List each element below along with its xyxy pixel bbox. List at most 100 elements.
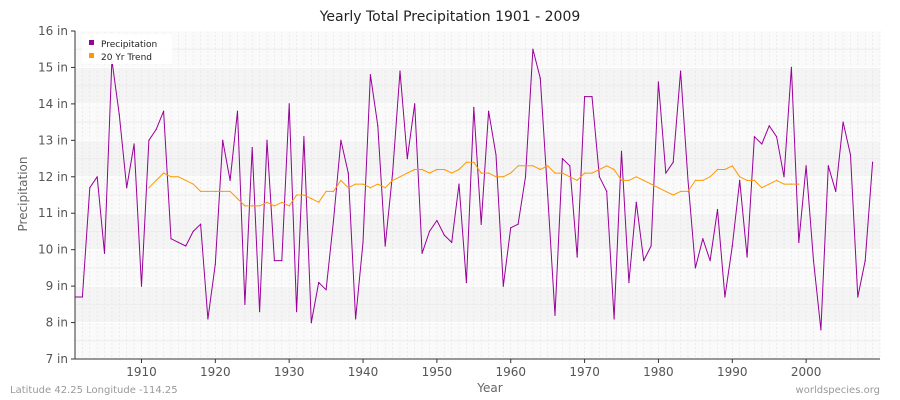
data-point-trend [436, 168, 438, 171]
data-point-precipitation [273, 260, 275, 262]
data-point-precipitation [222, 139, 224, 141]
data-point-precipitation [502, 285, 504, 287]
data-point-trend [185, 179, 187, 181]
data-point-trend [451, 172, 453, 174]
data-point-trend [310, 198, 312, 200]
data-point-trend [598, 168, 601, 171]
y-tick-label: 8 in [46, 316, 68, 330]
data-point-precipitation [820, 329, 822, 331]
x-tick-label: 1950 [422, 365, 453, 379]
data-point-precipitation [177, 241, 179, 243]
x-tick-label: 1910 [126, 365, 157, 379]
data-point-trend [296, 194, 298, 196]
data-point-trend [384, 187, 386, 189]
y-tick-label: 12 in [38, 170, 68, 184]
x-tick-label: 1960 [495, 365, 526, 379]
data-point-trend [635, 176, 637, 178]
data-point-trend [547, 165, 549, 167]
data-point-precipitation [724, 296, 726, 298]
data-point-precipitation [266, 139, 268, 141]
legend-swatch-precipitation [89, 40, 94, 45]
y-tick-label: 7 in [46, 352, 68, 366]
data-point-precipitation [768, 125, 770, 127]
data-point-trend [414, 168, 416, 171]
data-point-precipitation [133, 143, 135, 145]
data-point-trend [561, 172, 564, 174]
data-point-precipitation [584, 96, 586, 98]
data-point-trend [798, 183, 800, 185]
data-point-trend [377, 183, 379, 185]
data-point-precipitation [251, 147, 253, 149]
data-point-precipitation [465, 281, 467, 284]
data-point-precipitation [200, 223, 202, 225]
data-point-trend [672, 194, 674, 196]
data-point-precipitation [281, 260, 283, 262]
data-point-trend [428, 172, 431, 174]
y-tick-label: 14 in [38, 97, 68, 111]
data-point-trend [702, 179, 704, 181]
data-point-trend [192, 183, 194, 185]
footer-source: worldspecies.org [796, 385, 880, 396]
data-point-precipitation [318, 281, 320, 284]
data-point-precipitation [702, 238, 704, 240]
data-point-trend [273, 205, 275, 207]
data-point-precipitation [495, 154, 497, 156]
data-point-precipitation [126, 187, 128, 189]
data-point-precipitation [414, 103, 416, 105]
data-point-precipitation [790, 66, 793, 68]
data-point-trend [266, 201, 268, 203]
data-point-precipitation [74, 296, 76, 298]
data-point-precipitation [554, 314, 556, 316]
x-tick-label: 1920 [200, 365, 231, 379]
data-point-precipitation [510, 227, 512, 229]
data-point-trend [517, 165, 519, 167]
data-point-trend [554, 172, 556, 174]
data-point-trend [303, 194, 305, 196]
data-point-trend [606, 165, 608, 167]
data-point-precipitation [606, 190, 608, 192]
data-point-precipitation [296, 311, 298, 313]
chart-title: Yearly Total Precipitation 1901 - 2009 [319, 9, 581, 25]
data-point-trend [362, 183, 364, 185]
data-point-trend [207, 190, 209, 192]
data-point-trend [281, 201, 283, 203]
data-point-precipitation [340, 139, 342, 141]
data-point-trend [776, 179, 778, 181]
data-point-trend [421, 168, 423, 171]
data-point-precipitation [148, 139, 150, 141]
data-point-trend [790, 183, 793, 185]
data-point-precipitation [192, 230, 194, 232]
data-point-trend [657, 187, 660, 189]
footer-location: Latitude 42.25 Longitude -114.25 [10, 385, 178, 396]
data-point-precipitation [229, 179, 231, 181]
y-tick-labels: 7 in 8 in 9 in 10 in 11 in 12 in 13 in 14 in 15 … [38, 24, 75, 366]
data-point-trend [251, 205, 253, 207]
data-point-trend [650, 183, 652, 185]
data-point-trend [369, 187, 371, 189]
data-point-precipitation [406, 158, 408, 160]
data-point-precipitation [561, 158, 564, 160]
x-tick-labels: 1910 1920 1930 1940 1950 1960 1970 1980 1990 2000 [126, 359, 821, 379]
data-point-precipitation [539, 77, 541, 79]
y-tick-label: 11 in [38, 206, 68, 220]
data-point-precipitation [170, 238, 172, 240]
data-point-trend [458, 168, 460, 171]
data-point-trend [392, 179, 394, 181]
data-point-trend [783, 183, 785, 185]
data-point-precipitation [369, 74, 371, 76]
data-point-precipitation [842, 121, 844, 123]
grid [74, 30, 881, 360]
data-point-trend [148, 187, 150, 189]
data-point-trend [443, 168, 445, 171]
data-point-precipitation [753, 136, 756, 138]
data-point-precipitation [739, 179, 741, 181]
data-point-precipitation [672, 161, 674, 163]
legend-label-trend: 20 Yr Trend [101, 53, 152, 63]
data-point-trend [628, 179, 630, 181]
data-point-precipitation [89, 187, 91, 189]
data-point-precipitation [443, 234, 445, 236]
data-point-trend [155, 179, 157, 181]
data-point-precipitation [303, 136, 305, 138]
data-point-trend [746, 179, 748, 181]
